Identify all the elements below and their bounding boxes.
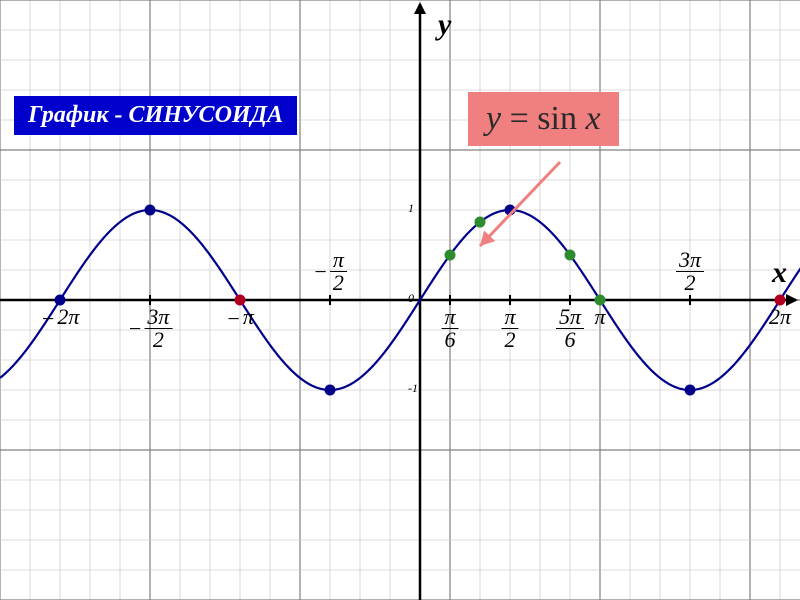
- x-tick-label: 5π6: [556, 306, 584, 351]
- x-tick-label: 3π2: [676, 249, 704, 294]
- x-tick-label: −3π2: [128, 306, 173, 351]
- x-tick-label: −π: [226, 306, 254, 330]
- y-axis-label: y: [438, 8, 451, 42]
- x-tick-label: π: [594, 306, 605, 328]
- x-tick-label: 2π: [769, 306, 791, 328]
- formula-y: y: [486, 100, 501, 137]
- formula-x: x: [585, 100, 600, 137]
- y-tick-label: 0: [408, 292, 414, 304]
- y-tick-label: -1: [408, 382, 418, 394]
- x-tick-label: π2: [501, 306, 518, 351]
- x-tick-label: −2π: [41, 306, 80, 330]
- chart-title: График - СИНУСОИДА: [14, 96, 297, 135]
- x-axis-label: x: [772, 256, 787, 290]
- formula-box: y = sin x: [468, 92, 619, 146]
- formula-eq: = sin: [501, 100, 585, 137]
- sine-chart: [0, 0, 800, 600]
- x-tick-label: π6: [441, 306, 458, 351]
- x-tick-label: −π2: [313, 249, 347, 294]
- y-tick-label: 1: [408, 202, 414, 214]
- chart-title-text: График - СИНУСОИДА: [28, 102, 283, 128]
